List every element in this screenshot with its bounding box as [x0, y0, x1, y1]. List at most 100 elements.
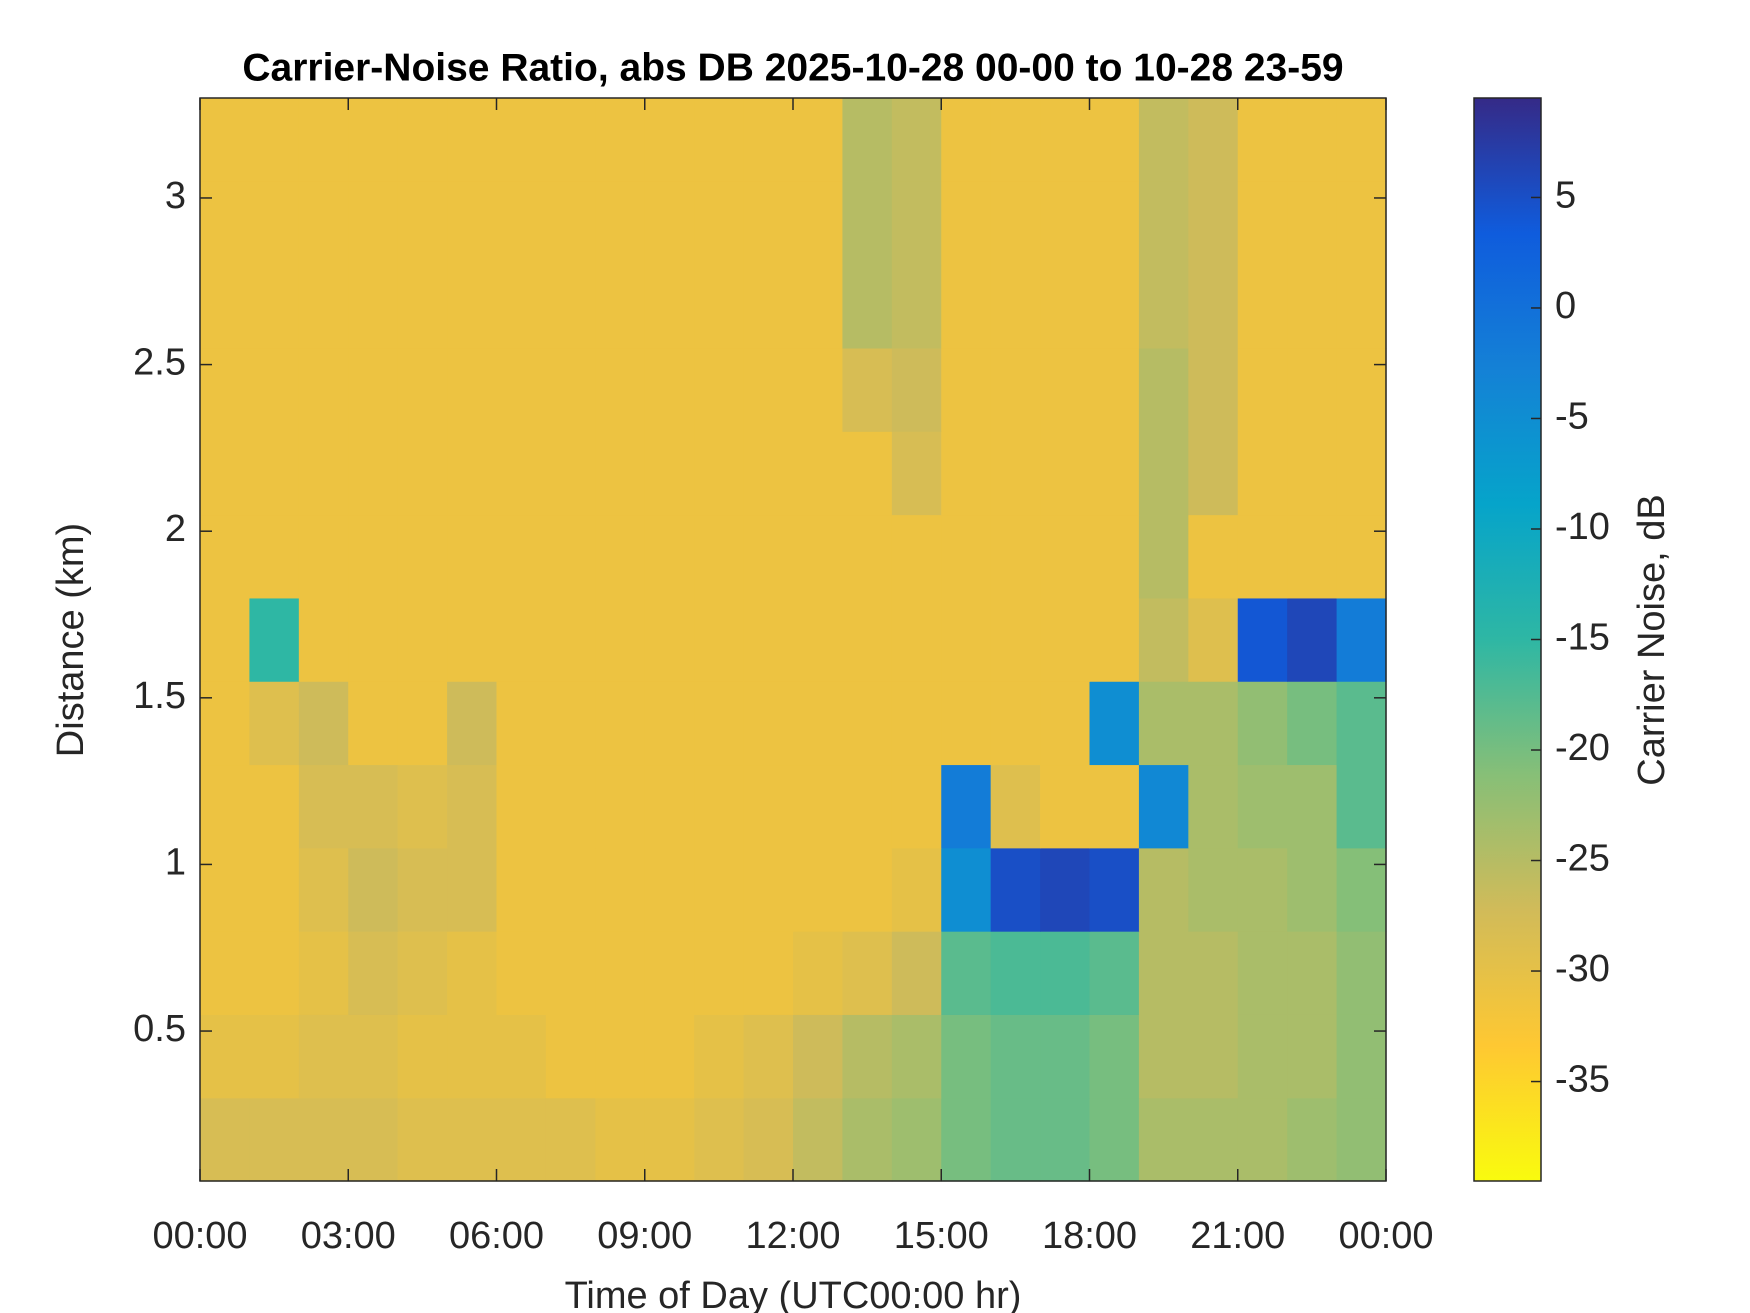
heatmap-cell [545, 1097, 596, 1182]
heatmap-cell [842, 1097, 893, 1182]
heatmap-cell [1188, 98, 1239, 182]
heatmap-cell [1336, 1097, 1387, 1182]
heatmap-cell [595, 1014, 646, 1099]
heatmap-cell [941, 1097, 992, 1182]
heatmap-cell [990, 1097, 1041, 1182]
heatmap-cell [891, 597, 942, 682]
heatmap-cell [743, 681, 794, 766]
heatmap-cell [1287, 431, 1338, 516]
y-tick-label: 0.5 [133, 1008, 186, 1050]
heatmap-cell [447, 597, 498, 682]
heatmap-cell [694, 847, 745, 932]
heatmap-cell [1237, 1014, 1288, 1099]
heatmap-cell [891, 847, 942, 932]
heatmap-cell [842, 264, 893, 349]
heatmap-cell [941, 98, 992, 182]
heatmap-cell [941, 431, 992, 516]
heatmap-cell [694, 764, 745, 849]
heatmap-cell [249, 98, 300, 182]
heatmap-cell [200, 98, 251, 182]
heatmap-cell [990, 347, 1041, 432]
colorbar-tick-label: -25 [1555, 838, 1610, 880]
heatmap-cell [644, 347, 695, 432]
heatmap-cell [1237, 931, 1288, 1015]
heatmap-cell [842, 931, 893, 1015]
heatmap-cell [1138, 681, 1189, 766]
heatmap-cell [298, 764, 349, 849]
heatmap-cell [1188, 264, 1239, 349]
heatmap-cell [743, 514, 794, 599]
heatmap-cell [397, 264, 448, 349]
heatmap-cell [842, 764, 893, 849]
heatmap-cell [793, 1097, 844, 1182]
heatmap-cell [891, 1014, 942, 1099]
heatmap-cell [545, 847, 596, 932]
colorbar-tick-label: -35 [1555, 1059, 1610, 1101]
colorbar-tick-label: -20 [1555, 727, 1610, 769]
heatmap-cell [298, 264, 349, 349]
heatmap-cell [1188, 1097, 1239, 1182]
heatmap-cell [447, 181, 498, 266]
heatmap-cell [1188, 931, 1239, 1015]
heatmap-cell [1336, 847, 1387, 932]
heatmap-cell [1336, 1014, 1387, 1099]
heatmap-cell [842, 431, 893, 516]
heatmap-cell [1138, 847, 1189, 932]
heatmap-cell [545, 764, 596, 849]
heatmap-cell [743, 1014, 794, 1099]
heatmap-cell [447, 681, 498, 766]
heatmap-cell [644, 181, 695, 266]
heatmap-cell [891, 514, 942, 599]
heatmap-cell [397, 431, 448, 516]
heatmap-cell [743, 597, 794, 682]
heatmap-cell [1237, 181, 1288, 266]
heatmap-cell [595, 931, 646, 1015]
heatmap-cell [1287, 1097, 1338, 1182]
heatmap-cell [941, 181, 992, 266]
heatmap-cell [990, 681, 1041, 766]
heatmap-cell [644, 597, 695, 682]
heatmap-cell [842, 181, 893, 266]
heatmap-cell [1089, 1097, 1140, 1182]
heatmap-cell [249, 931, 300, 1015]
heatmap-cell [545, 931, 596, 1015]
heatmap-cell [891, 98, 942, 182]
heatmap-cell [1287, 681, 1338, 766]
heatmap-cell [496, 514, 547, 599]
heatmap-cell [1138, 1097, 1189, 1182]
heatmap-cell [891, 181, 942, 266]
heatmap-cell [793, 181, 844, 266]
heatmap-cell [743, 847, 794, 932]
heatmap-cell [249, 264, 300, 349]
heatmap-cell [200, 681, 251, 766]
heatmap-cell [447, 264, 498, 349]
heatmap-cell [1336, 431, 1387, 516]
heatmap-cell [496, 847, 547, 932]
heatmap-cell [1138, 931, 1189, 1015]
heatmap-cell [249, 181, 300, 266]
heatmap-cell [1287, 514, 1338, 599]
heatmap-cell [298, 597, 349, 682]
heatmap-cell [249, 514, 300, 599]
heatmap-cell [200, 764, 251, 849]
heatmap-cell [249, 764, 300, 849]
heatmap-cell [793, 847, 844, 932]
heatmap-cell [1089, 347, 1140, 432]
heatmap-cell [1089, 264, 1140, 349]
heatmap-cell [941, 847, 992, 932]
heatmap-cell [496, 347, 547, 432]
heatmap-cell [200, 181, 251, 266]
heatmap-cell [595, 597, 646, 682]
heatmap-cell [1089, 597, 1140, 682]
heatmap-cell [545, 431, 596, 516]
heatmap-cell [1040, 1014, 1091, 1099]
heatmap-cell [496, 764, 547, 849]
heatmap-cell [842, 347, 893, 432]
heatmap-cell [793, 1014, 844, 1099]
heatmap-cell [447, 347, 498, 432]
heatmap-cell [397, 597, 448, 682]
heatmap-cell [1336, 264, 1387, 349]
heatmap-cell [397, 764, 448, 849]
heatmap-cell [249, 1014, 300, 1099]
